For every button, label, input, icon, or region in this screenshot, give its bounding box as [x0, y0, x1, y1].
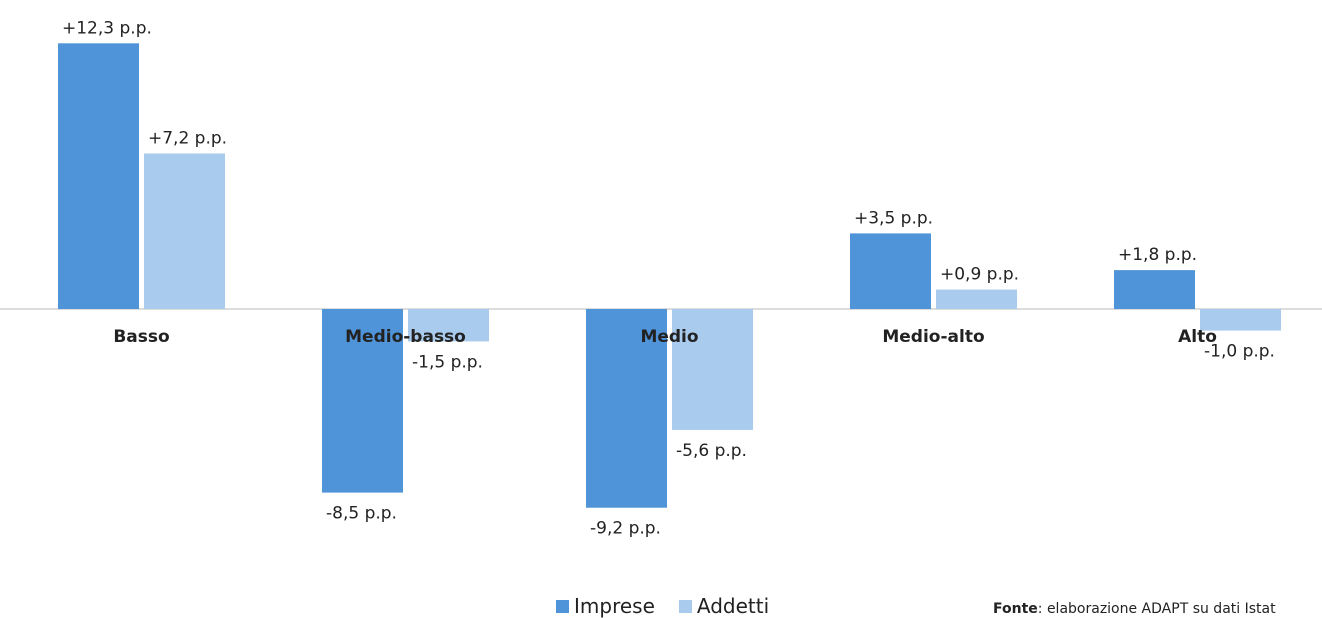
- data-label-addetti-alto: -1,0 p.p.: [1204, 342, 1275, 362]
- legend-label-addetti: Addetti: [696, 594, 770, 618]
- bar-imprese-basso: [58, 43, 139, 309]
- bar-addetti-medio-alto: [936, 289, 1017, 309]
- bar-imprese-medio-alto: [850, 233, 931, 309]
- legend: Imprese Addetti: [556, 594, 793, 618]
- category-label-basso: Basso: [113, 327, 169, 347]
- legend-swatch-addetti: [678, 599, 692, 613]
- legend-item-imprese: Imprese: [556, 594, 655, 618]
- category-label-medio: Medio: [640, 327, 698, 347]
- source-label: Fonte: [993, 601, 1038, 617]
- legend-item-addetti: Addetti: [678, 594, 770, 618]
- bar-imprese-alto: [1114, 270, 1195, 309]
- source-text: : elaborazione ADAPT su dati Istat: [1037, 601, 1276, 617]
- legend-swatch-imprese: [556, 599, 569, 613]
- bar-addetti-alto: [1200, 309, 1281, 331]
- data-label-imprese-medio-alto: +3,5 p.p.: [854, 208, 933, 228]
- data-label-imprese-alto: +1,8 p.p.: [1118, 245, 1197, 265]
- category-label-medio-alto: Medio-alto: [882, 327, 984, 347]
- data-label-addetti-basso: +7,2 p.p.: [148, 128, 227, 148]
- category-label-alto: Alto: [1178, 327, 1217, 347]
- bar-addetti-medio: [672, 309, 753, 430]
- data-label-addetti-medio-basso: -1,5 p.p.: [412, 352, 483, 372]
- source-note: Fonte: elaborazione ADAPT su dati Istat: [993, 601, 1276, 617]
- bar-addetti-basso: [144, 153, 225, 309]
- bar-imprese-medio-basso: [322, 309, 403, 493]
- bar-addetti-medio-basso: [408, 309, 489, 342]
- data-label-addetti-medio: -5,6 p.p.: [676, 441, 747, 461]
- data-label-imprese-medio: -9,2 p.p.: [590, 519, 661, 539]
- data-label-imprese-medio-basso: -8,5 p.p.: [326, 504, 397, 524]
- bar-imprese-medio: [586, 309, 667, 508]
- legend-label-imprese: Imprese: [574, 594, 655, 618]
- category-label-medio-basso: Medio-basso: [345, 327, 466, 347]
- data-label-addetti-medio-alto: +0,9 p.p.: [940, 265, 1019, 285]
- data-label-imprese-basso: +12,3 p.p.: [62, 18, 152, 38]
